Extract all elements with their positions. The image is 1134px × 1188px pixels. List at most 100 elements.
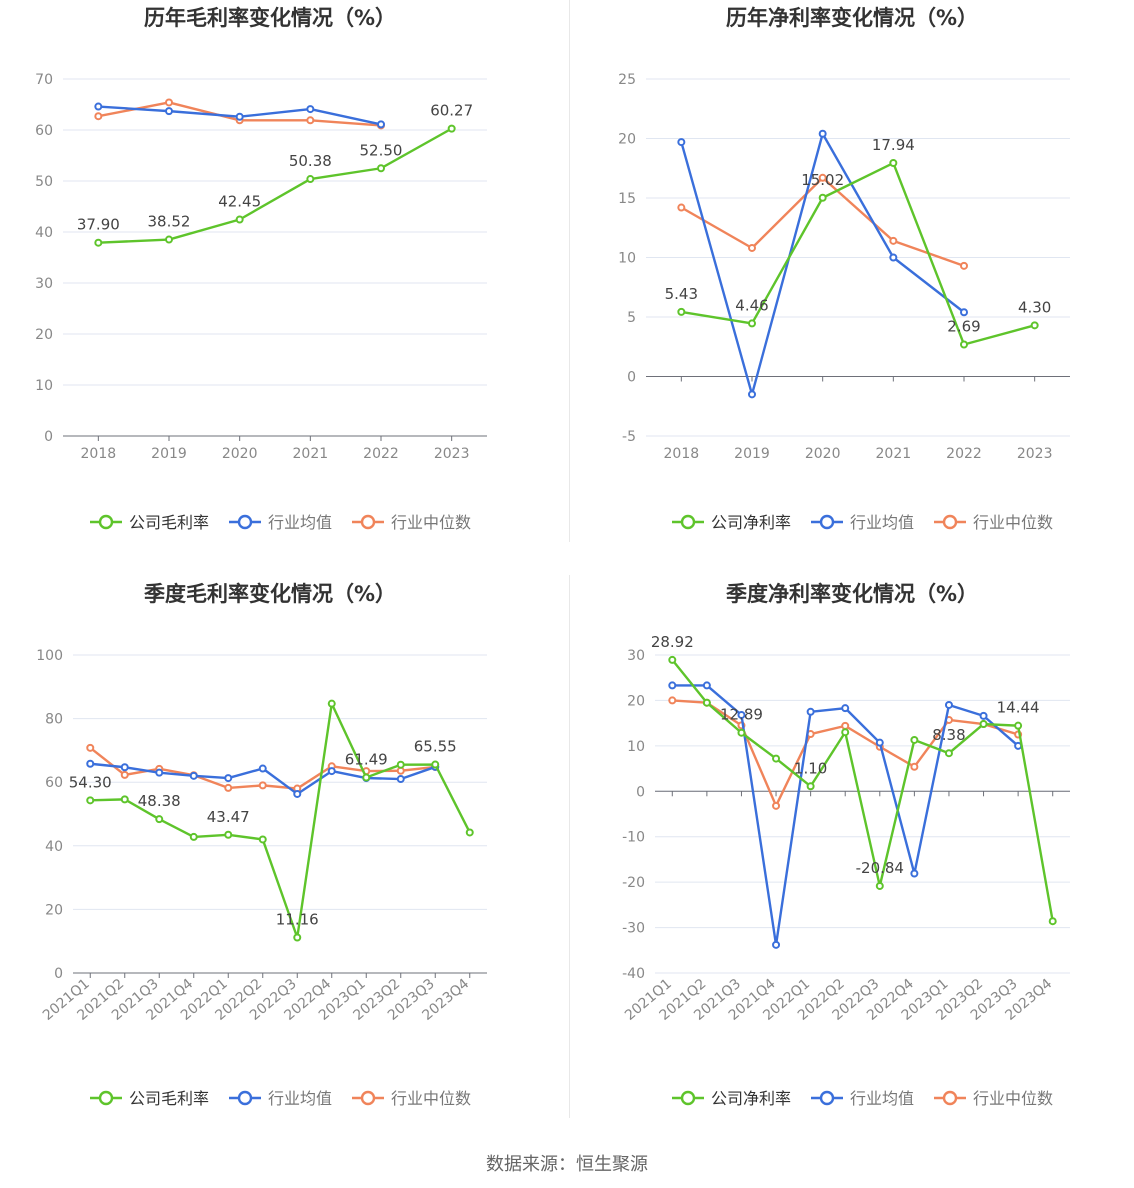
data-point-median <box>165 98 173 107</box>
data-point-company <box>377 164 385 173</box>
data-point-company <box>772 754 781 763</box>
data-point-avg <box>120 763 129 772</box>
data-point-avg <box>875 738 884 747</box>
data-label: 2.69 <box>947 317 980 335</box>
vertical-divider-bottom <box>569 575 570 1118</box>
data-point-avg <box>806 707 815 716</box>
chart-title: 季度毛利率变化情况（%） <box>144 582 396 606</box>
data-point-avg <box>306 105 315 114</box>
legend-marker <box>942 514 958 530</box>
data-point-median <box>818 173 827 182</box>
data-point-company <box>818 193 827 202</box>
y-tick-label: -40 <box>622 966 645 982</box>
data-point-company <box>362 773 371 782</box>
data-point-median <box>258 781 267 790</box>
legend-marker <box>98 514 114 530</box>
data-point-avg <box>910 869 919 878</box>
legend-marker <box>819 514 835 530</box>
y-tick-label: 5 <box>627 310 636 326</box>
chart-title: 历年毛利率变化情况（%） <box>144 6 396 30</box>
data-point-avg <box>841 704 850 713</box>
x-tick-label: 2020 <box>805 446 841 462</box>
legend-item-company: 公司净利率 <box>672 1089 791 1108</box>
data-point-company <box>702 698 711 707</box>
y-tick-label: -30 <box>622 921 645 937</box>
data-point-avg <box>327 767 336 776</box>
legend-item-avg: 行业均值 <box>811 1089 914 1108</box>
data-point-company <box>841 728 850 737</box>
data-label: 17.94 <box>872 136 915 154</box>
y-tick-label: -20 <box>622 875 645 891</box>
y-tick-label: 25 <box>618 72 636 88</box>
data-label: 48.38 <box>138 792 181 810</box>
legend-marker <box>360 1090 376 1106</box>
legend-marker <box>819 1090 835 1106</box>
data-point-company <box>224 830 233 839</box>
data-point-avg <box>189 771 198 780</box>
data-point-median <box>748 243 756 252</box>
chart-3: 季度毛利率变化情况（%）0204060801002021Q12021Q22021… <box>36 582 487 1108</box>
data-point-avg <box>224 774 233 783</box>
data-point-median <box>668 696 677 705</box>
series-line-company <box>90 702 471 939</box>
legend-label: 行业均值 <box>268 1089 332 1108</box>
legend-marker <box>680 1090 696 1106</box>
legend-marker <box>942 1090 958 1106</box>
y-tick-label: 10 <box>627 739 645 755</box>
data-label: 65.55 <box>414 738 457 756</box>
data-point-median <box>94 112 103 121</box>
data-point-company <box>1048 917 1057 926</box>
data-point-company <box>327 699 336 708</box>
legend-label: 行业均值 <box>850 513 914 532</box>
data-label: 11.16 <box>276 911 319 929</box>
legend-marker <box>237 1090 253 1106</box>
data-point-avg <box>293 789 302 798</box>
legend-item-avg: 行业均值 <box>229 513 332 532</box>
y-tick-label: 15 <box>618 191 636 207</box>
data-label: 54.30 <box>69 773 112 791</box>
vertical-divider-top <box>569 0 570 542</box>
data-point-avg <box>702 681 711 690</box>
data-point-avg <box>737 710 746 719</box>
x-tick-label: 2021 <box>876 446 912 462</box>
data-point-avg <box>94 102 103 111</box>
chart-title: 历年净利率变化情况（%） <box>726 6 978 30</box>
series-line-company <box>98 127 453 244</box>
series-line-company <box>671 659 1054 922</box>
data-point-company <box>1014 721 1023 730</box>
y-tick-label: 60 <box>35 123 53 139</box>
y-tick-label: 0 <box>636 784 645 800</box>
legend-label: 行业中位数 <box>391 513 471 532</box>
data-point-company <box>189 832 198 841</box>
data-point-median <box>86 743 95 752</box>
data-point-company <box>465 828 474 837</box>
data-point-company <box>431 760 440 769</box>
data-point-avg <box>889 253 898 262</box>
series-line-median <box>680 176 965 267</box>
data-point-avg <box>377 120 385 129</box>
y-tick-label: 20 <box>35 327 53 343</box>
legend-item-median: 行业中位数 <box>352 1089 471 1108</box>
x-tick-label: 2022 <box>363 446 399 462</box>
data-point-avg <box>818 129 827 138</box>
data-point-avg <box>235 112 244 121</box>
data-label: 5.43 <box>665 285 698 303</box>
data-point-company <box>979 720 988 729</box>
data-point-median <box>306 116 315 125</box>
data-label: 4.30 <box>1018 298 1051 316</box>
data-point-company <box>94 238 103 247</box>
x-tick-label: 2018 <box>664 446 700 462</box>
data-point-company <box>875 881 884 890</box>
data-label: 38.52 <box>148 213 191 231</box>
x-tick-label: 2018 <box>81 446 117 462</box>
data-point-avg <box>165 107 173 116</box>
legend-item-company: 公司毛利率 <box>90 1089 209 1108</box>
data-point-median <box>841 721 850 730</box>
y-tick-label: 20 <box>618 132 636 148</box>
y-tick-label: 20 <box>627 693 645 709</box>
y-tick-label: 70 <box>35 72 53 88</box>
x-tick-label: 2019 <box>734 446 770 462</box>
y-tick-label: 0 <box>54 966 63 982</box>
y-tick-label: 30 <box>627 648 645 664</box>
